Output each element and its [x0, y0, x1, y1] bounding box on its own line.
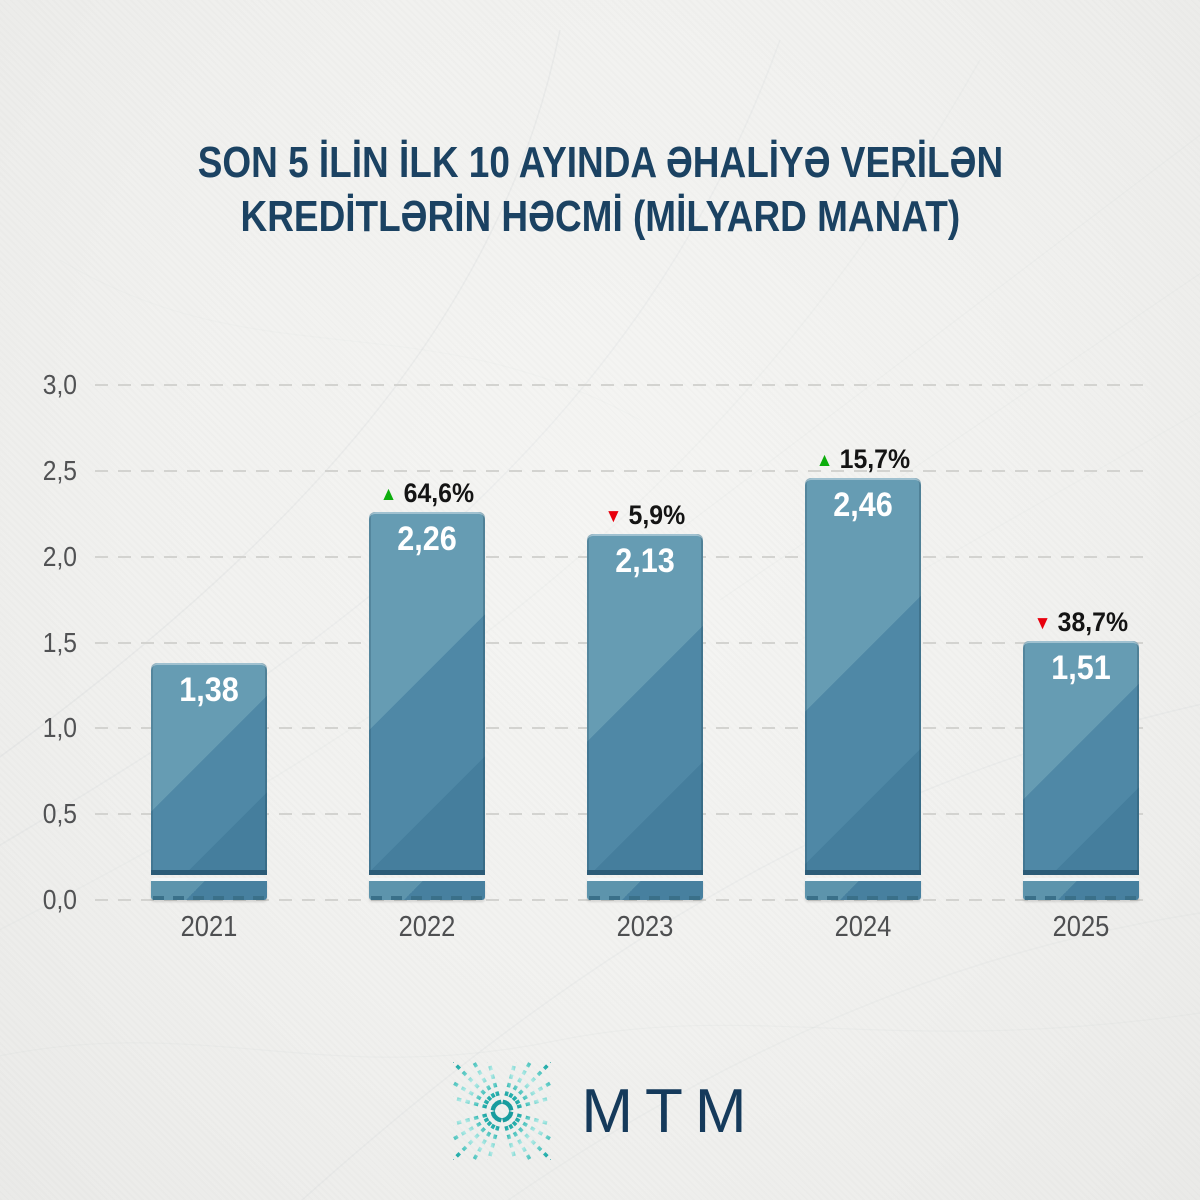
brand-name: MTM [581, 1076, 759, 1146]
brand-logo: MTM [0, 1062, 1200, 1160]
ytick-3-0: 3,0 [42, 369, 77, 400]
change-value-2022: 64,6% [403, 478, 475, 509]
bar-value-2022: 2,26 [397, 520, 457, 559]
ytick-2-5: 2,5 [42, 454, 77, 486]
bar-2024: ▲ 15,7% 2,46 [805, 444, 921, 900]
ytick-1-0: 1,0 [42, 712, 77, 744]
bar-body-2024: 2,46 [805, 477, 921, 875]
bar-value-2021: 1,38 [179, 671, 239, 710]
bar-2021: 1,38 [151, 663, 267, 900]
change-value-2024: 15,7% [839, 443, 911, 474]
chart-title-line2: KREDİTLƏRİN HƏCMİ (MİLYARD MANAT) [240, 192, 960, 241]
xtick-2025: 2025 [1052, 911, 1110, 943]
chart-title-line1: SON 5 İLİN İLK 10 AYINDA ƏHALİYƏ VERİLƏN [197, 138, 1003, 187]
bar-body-2025: 1,51 [1023, 640, 1139, 875]
ytick-2-0: 2,0 [42, 540, 77, 572]
bar-value-2025: 1,51 [1051, 648, 1111, 687]
change-badge-2025: ▼ 38,7% [963, 607, 1199, 637]
bar-pedestal-2025 [1023, 878, 1139, 900]
bar-pedestal-2024 [805, 878, 921, 900]
xtick-2022: 2022 [398, 911, 456, 943]
gridline [95, 384, 1150, 386]
bar-pedestal-2021 [151, 878, 267, 900]
bar-2022: ▲ 64,6% 2,26 [369, 478, 485, 900]
decrease-icon: ▼ [1033, 612, 1052, 634]
change-value-2023: 5,9% [628, 500, 686, 531]
bar-body-2022: 2,26 [369, 512, 485, 875]
decrease-icon: ▼ [604, 506, 623, 528]
change-value-2025: 38,7% [1057, 606, 1129, 637]
bar-2025: ▼ 38,7% 1,51 [1023, 607, 1139, 900]
starburst-logo-icon [453, 1062, 552, 1160]
ytick-0-0: 0,0 [42, 884, 77, 915]
bar-body-2021: 1,38 [151, 663, 267, 875]
xtick-2021: 2021 [180, 911, 238, 943]
gridline [95, 899, 1150, 901]
xtick-2024: 2024 [834, 911, 892, 943]
chart-title: SON 5 İLİN İLK 10 AYINDA ƏHALİYƏ VERİLƏN… [0, 136, 1200, 244]
bar-pedestal-2023 [587, 878, 703, 900]
bar-value-2023: 2,13 [615, 542, 675, 581]
ytick-0-5: 0,5 [42, 798, 77, 830]
change-badge-2024: ▲ 15,7% [745, 444, 981, 474]
bar-chart: 3,0 2,5 2,0 1,5 1,0 0,5 0,0 1,38 ▲ 64,6% … [43, 370, 1150, 942]
bar-value-2024: 2,46 [833, 485, 893, 524]
bar-body-2023: 2,13 [587, 534, 703, 875]
increase-icon: ▲ [379, 484, 398, 506]
change-badge-2023: ▼ 5,9% [527, 500, 763, 530]
bar-pedestal-2022 [369, 878, 485, 900]
change-badge-2022: ▲ 64,6% [309, 478, 545, 508]
gridline [95, 469, 1150, 472]
increase-icon: ▲ [815, 449, 834, 471]
ytick-1-5: 1,5 [42, 626, 77, 658]
bar-2023: ▼ 5,9% 2,13 [587, 500, 703, 900]
xtick-2023: 2023 [616, 911, 674, 943]
